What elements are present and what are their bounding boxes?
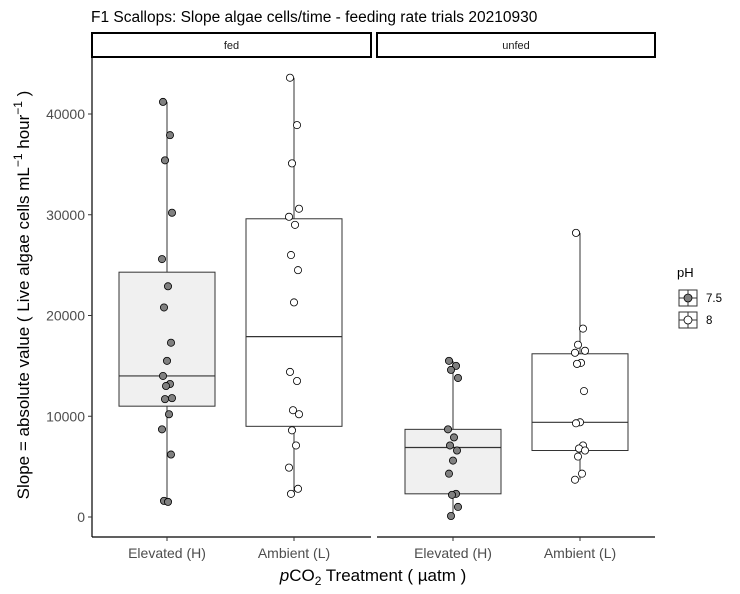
data-point: [159, 303, 168, 312]
legend-point-8: [683, 315, 693, 325]
data-point: [288, 406, 297, 415]
data-point: [165, 131, 174, 140]
strip-unfed-label: unfed: [502, 40, 530, 52]
data-point: [453, 502, 462, 511]
data-point: [158, 371, 167, 380]
x-tick-label: Ambient (L): [544, 545, 616, 561]
data-point: [292, 121, 301, 130]
data-point: [289, 298, 298, 307]
y-axis-ticks: 0 10000 20000 30000 40000: [46, 106, 92, 525]
data-point: [579, 324, 588, 333]
data-point: [157, 425, 166, 434]
data-point: [571, 475, 580, 484]
legend-key-7-5: 7.5: [678, 289, 722, 307]
data-point: [446, 365, 455, 374]
data-point: [285, 367, 294, 376]
data-point: [581, 446, 590, 455]
data-point: [446, 511, 455, 520]
data-point: [167, 394, 176, 403]
data-point: [444, 356, 453, 365]
x-axis-ticks: Elevated (H) Ambient (L) Elevated (H) Am…: [128, 537, 616, 561]
data-point: [443, 425, 452, 434]
data-point: [287, 159, 296, 168]
data-point: [449, 433, 458, 442]
data-point: [167, 208, 176, 217]
data-point: [293, 484, 302, 493]
y-axis-label: Slope = absolute value ( Live algae cell…: [11, 91, 33, 500]
data-point: [163, 282, 172, 291]
data-point: [573, 359, 582, 368]
data-point: [160, 156, 169, 165]
x-axis-label: pCO2 Treatment ( µatm ): [279, 566, 467, 588]
data-point: [580, 387, 589, 396]
data-point: [166, 450, 175, 459]
data-point: [447, 490, 456, 499]
data-point: [581, 346, 590, 355]
data-point: [285, 73, 294, 82]
y-tick-label: 30000: [46, 207, 85, 223]
data-point: [161, 382, 170, 391]
data-point: [292, 376, 301, 385]
data-point: [453, 373, 462, 382]
data-point: [290, 220, 299, 229]
chart-title: F1 Scallops: Slope algae cells/time - fe…: [91, 9, 538, 26]
x-tick-label: Ambient (L): [258, 545, 330, 561]
legend-key-8: 8: [678, 311, 712, 329]
y-tick-label: 0: [77, 509, 85, 525]
box: [531, 353, 629, 452]
strip-fed: fed: [91, 32, 372, 58]
data-point: [574, 340, 583, 349]
data-point: [294, 410, 303, 419]
data-point: [294, 204, 303, 213]
data-point: [572, 228, 581, 237]
panel-fed: [118, 73, 343, 506]
data-point: [158, 97, 167, 106]
data-point: [284, 463, 293, 472]
data-point: [572, 419, 581, 428]
legend-point-7-5: [683, 293, 693, 303]
data-point: [452, 446, 461, 455]
data-point: [571, 348, 580, 357]
x-tick-label: Elevated (H): [128, 545, 206, 561]
data-point: [163, 497, 172, 506]
legend-title: pH: [677, 265, 694, 280]
legend-label: 8: [706, 315, 712, 327]
data-point: [448, 456, 457, 465]
data-point: [574, 452, 583, 461]
data-point: [162, 356, 171, 365]
box: [245, 218, 343, 427]
data-point: [166, 338, 175, 347]
x-tick-label: Elevated (H): [414, 545, 492, 561]
strip-unfed: unfed: [376, 32, 656, 58]
data-point: [578, 469, 587, 478]
legend: pH 7.5 8: [677, 265, 722, 329]
data-point: [286, 489, 295, 498]
y-tick-label: 20000: [46, 308, 85, 324]
data-point: [157, 255, 166, 264]
data-point: [287, 426, 296, 435]
y-tick-label: 40000: [46, 106, 85, 122]
data-point: [293, 266, 302, 275]
data-point: [284, 212, 293, 221]
data-point: [164, 410, 173, 419]
data-point: [160, 395, 169, 404]
data-point: [286, 251, 295, 260]
strip-fed-label: fed: [224, 40, 239, 52]
panel-unfed: [404, 228, 629, 520]
data-point: [445, 441, 454, 450]
y-tick-label: 10000: [46, 408, 85, 424]
data-point: [291, 441, 300, 450]
data-point: [444, 469, 453, 478]
legend-label: 7.5: [706, 293, 722, 305]
